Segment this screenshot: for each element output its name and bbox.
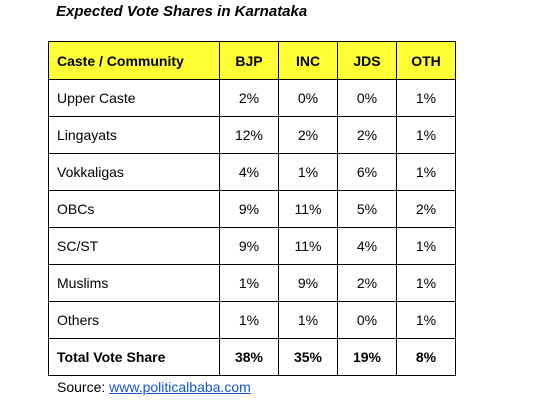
source-line: Source: www.politicalbaba.com bbox=[57, 378, 251, 396]
cell-oth: 1% bbox=[396, 264, 456, 302]
cell-oth: 1% bbox=[396, 301, 456, 339]
cell-jds: 6% bbox=[337, 153, 397, 191]
cell-oth: 1% bbox=[396, 227, 456, 265]
document-title: Expected Vote Shares in Karnataka bbox=[56, 3, 308, 20]
cell-bjp: 9% bbox=[219, 227, 279, 265]
cell-inc: 2% bbox=[278, 116, 338, 154]
header-inc: INC bbox=[278, 41, 338, 80]
cell-bjp: 1% bbox=[219, 264, 279, 302]
table-row: Lingayats 12% 2% 2% 1% bbox=[48, 116, 456, 154]
header-bjp: BJP bbox=[219, 41, 279, 80]
cell-oth: 1% bbox=[396, 116, 456, 154]
cell-bjp: 1% bbox=[219, 301, 279, 339]
cell-jds: 2% bbox=[337, 264, 397, 302]
cell-inc: 1% bbox=[278, 301, 338, 339]
total-jds: 19% bbox=[337, 338, 397, 376]
table-row: Others 1% 1% 0% 1% bbox=[48, 301, 456, 339]
row-label: SC/ST bbox=[48, 227, 220, 265]
vote-share-table: Caste / Community BJP INC JDS OTH Upper … bbox=[48, 41, 456, 376]
row-label: Vokkaligas bbox=[48, 153, 220, 191]
header-caste-community: Caste / Community bbox=[48, 41, 220, 80]
cell-inc: 9% bbox=[278, 264, 338, 302]
table-row: Muslims 1% 9% 2% 1% bbox=[48, 264, 456, 302]
cell-bjp: 12% bbox=[219, 116, 279, 154]
table-row: Upper Caste 2% 0% 0% 1% bbox=[48, 79, 456, 117]
cell-bjp: 9% bbox=[219, 190, 279, 228]
row-label: Upper Caste bbox=[48, 79, 220, 117]
header-oth: OTH bbox=[396, 41, 456, 80]
total-bjp: 38% bbox=[219, 338, 279, 376]
cell-inc: 0% bbox=[278, 79, 338, 117]
row-label: Muslims bbox=[48, 264, 220, 302]
cell-inc: 1% bbox=[278, 153, 338, 191]
cell-jds: 5% bbox=[337, 190, 397, 228]
total-oth: 8% bbox=[396, 338, 456, 376]
cell-inc: 11% bbox=[278, 190, 338, 228]
table-row: SC/ST 9% 11% 4% 1% bbox=[48, 227, 456, 265]
cell-jds: 0% bbox=[337, 301, 397, 339]
total-inc: 35% bbox=[278, 338, 338, 376]
cell-oth: 1% bbox=[396, 79, 456, 117]
total-row: Total Vote Share 38% 35% 19% 8% bbox=[48, 338, 456, 376]
total-label: Total Vote Share bbox=[48, 338, 220, 376]
cell-bjp: 2% bbox=[219, 79, 279, 117]
cell-inc: 11% bbox=[278, 227, 338, 265]
cell-oth: 2% bbox=[396, 190, 456, 228]
cell-jds: 2% bbox=[337, 116, 397, 154]
table-row: OBCs 9% 11% 5% 2% bbox=[48, 190, 456, 228]
source-link[interactable]: www.politicalbaba.com bbox=[109, 379, 251, 395]
cell-jds: 4% bbox=[337, 227, 397, 265]
row-label: OBCs bbox=[48, 190, 220, 228]
row-label: Lingayats bbox=[48, 116, 220, 154]
table-header-row: Caste / Community BJP INC JDS OTH bbox=[48, 41, 456, 80]
cell-jds: 0% bbox=[337, 79, 397, 117]
row-label: Others bbox=[48, 301, 220, 339]
header-jds: JDS bbox=[337, 41, 397, 80]
table-row: Vokkaligas 4% 1% 6% 1% bbox=[48, 153, 456, 191]
cell-oth: 1% bbox=[396, 153, 456, 191]
source-label: Source: bbox=[57, 379, 110, 395]
cell-bjp: 4% bbox=[219, 153, 279, 191]
